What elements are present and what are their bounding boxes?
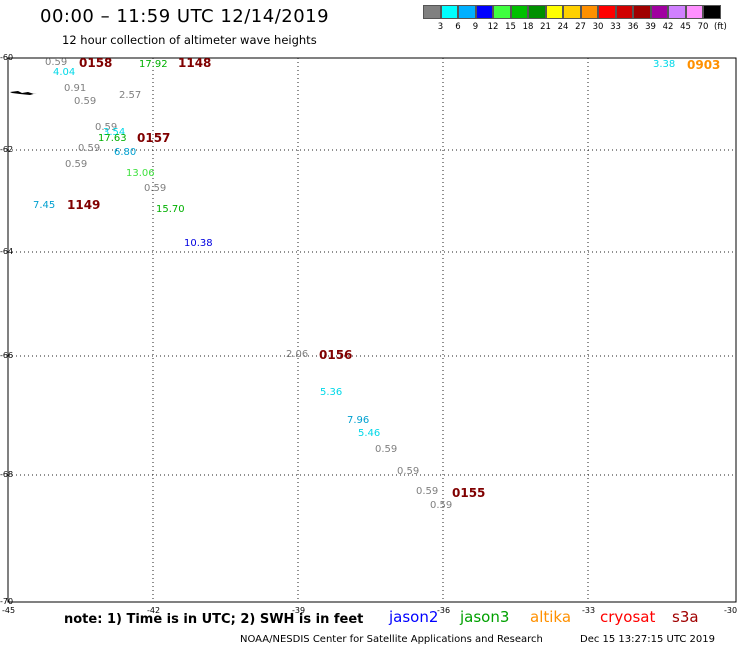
wave-height-value: 7.45 — [33, 200, 56, 211]
legend-swatch — [598, 5, 616, 19]
satellite-jason3: jason3 — [460, 608, 510, 626]
wave-height-value: 0.59 — [144, 183, 167, 194]
legend-swatch — [423, 5, 441, 19]
wave-height-value: 5.46 — [358, 428, 381, 439]
legend-tick-label: 39 — [645, 22, 656, 32]
longitude-tick-label: -33 — [582, 606, 596, 615]
latitude-tick-label: -66 — [0, 351, 14, 360]
legend-swatch — [650, 5, 668, 19]
latitude-tick-label: -62 — [0, 145, 14, 154]
wave-height-value: 15.70 — [156, 204, 185, 215]
legend-tick-label: 42 — [662, 22, 674, 32]
legend-swatch — [703, 5, 721, 19]
legend-tick-label: 3 — [437, 22, 444, 32]
wave-height-value: 0.59 — [95, 122, 118, 133]
legend-tick-label: 12 — [487, 22, 499, 32]
wave-height-value: 5.36 — [320, 387, 343, 398]
legend-swatch — [580, 5, 598, 19]
latitude-tick-label: -60 — [0, 53, 14, 62]
legend-swatch — [633, 5, 651, 19]
legend-tick-label: 36 — [627, 22, 639, 32]
map-subtitle: 12 hour collection of altimeter wave hei… — [62, 33, 317, 47]
legend-tick-label: 9 — [472, 22, 479, 32]
legend-swatch — [668, 5, 686, 19]
island-outline — [10, 91, 37, 95]
legend-tick-label: 21 — [540, 22, 551, 32]
wave-height-value: 0.91 — [64, 83, 87, 94]
legend-tick-label: 27 — [575, 22, 586, 32]
pass-time-label: 1148 — [178, 56, 212, 70]
legend-swatch — [615, 5, 633, 19]
legend-tick-label: 15 — [505, 22, 516, 32]
longitude-tick-label: -30 — [724, 606, 738, 615]
legend-swatch — [475, 5, 493, 19]
wave-height-value: 0.59 — [430, 500, 453, 511]
legend-swatch — [685, 5, 703, 19]
legend-tick-label: 6 — [455, 22, 461, 32]
satellite-jason2: jason2 — [389, 608, 439, 626]
wave-height-value: 10.38 — [184, 238, 213, 249]
latitude-tick-label: -68 — [0, 470, 14, 479]
wave-height-value: 3.54 — [103, 127, 126, 138]
legend-unit: (ft) — [714, 22, 727, 32]
wave-height-value: 0.59 — [74, 96, 97, 107]
generation-timestamp: Dec 15 13:27:15 UTC 2019 — [580, 634, 715, 645]
legend-tick-label: 70 — [697, 22, 709, 32]
credit-line: NOAA/NESDIS Center for Satellite Applica… — [240, 634, 543, 645]
wave-height-value: 0.59 — [397, 466, 420, 477]
pass-time-label: 0158 — [79, 56, 113, 70]
longitude-tick-label: -42 — [147, 606, 161, 615]
longitude-tick-label: -45 — [2, 606, 16, 615]
pass-time-label: 0903 — [687, 58, 721, 72]
legend-swatch — [458, 5, 476, 19]
legend-tick-label: 45 — [680, 22, 691, 32]
satellite-s3a: s3a — [672, 608, 699, 626]
wave-height-value: 2.57 — [119, 90, 142, 101]
wave-height-value: 17.63 — [98, 133, 127, 144]
satellite-altika: altika — [530, 608, 572, 626]
wave-height-value: 0.59 — [65, 159, 88, 170]
map-title: 00:00 – 11:59 UTC 12/14/2019 — [40, 6, 330, 27]
legend-swatch — [493, 5, 511, 19]
wave-height-value: 7.96 — [347, 415, 370, 426]
legend-tick-label: 18 — [522, 22, 534, 32]
wave-height-value: 0.59 — [45, 57, 68, 68]
wave-height-value: 13.06 — [126, 168, 155, 179]
legend-tick-label: 24 — [557, 22, 569, 32]
legend-tick-label: 30 — [592, 22, 604, 32]
latitude-tick-label: -70 — [0, 597, 14, 606]
wave-height-value: 17.92 — [139, 59, 168, 70]
wave-height-value: 3.38 — [653, 59, 676, 70]
legend-swatch — [440, 5, 458, 19]
wave-height-value: 6.80 — [114, 147, 137, 158]
wave-height-value: 0.59 — [375, 444, 398, 455]
longitude-tick-label: -39 — [292, 606, 306, 615]
satellite-cryosat: cryosat — [600, 608, 656, 626]
pass-time-label: 0156 — [319, 348, 353, 362]
latitude-tick-label: -64 — [0, 247, 14, 256]
pass-time-label: 1149 — [67, 198, 101, 212]
legend-tick-label: 33 — [610, 22, 621, 32]
wave-height-value: 0.59 — [78, 143, 101, 154]
wave-height-value: 4.04 — [53, 67, 76, 78]
grid-lines — [8, 58, 736, 602]
pass-time-label: 0155 — [452, 486, 486, 500]
footer-note: note: 1) Time is in UTC; 2) SWH is in fe… — [64, 612, 364, 627]
wave-height-value: 0.59 — [416, 486, 439, 497]
wave-height-value: 2.06 — [286, 349, 309, 360]
legend-swatch — [528, 5, 546, 19]
longitude-tick-label: -36 — [437, 606, 451, 615]
legend-swatch — [563, 5, 581, 19]
plot-frame — [7, 57, 737, 603]
pass-time-label: 0157 — [137, 131, 171, 145]
legend-swatch — [510, 5, 528, 19]
legend-swatch — [545, 5, 563, 19]
